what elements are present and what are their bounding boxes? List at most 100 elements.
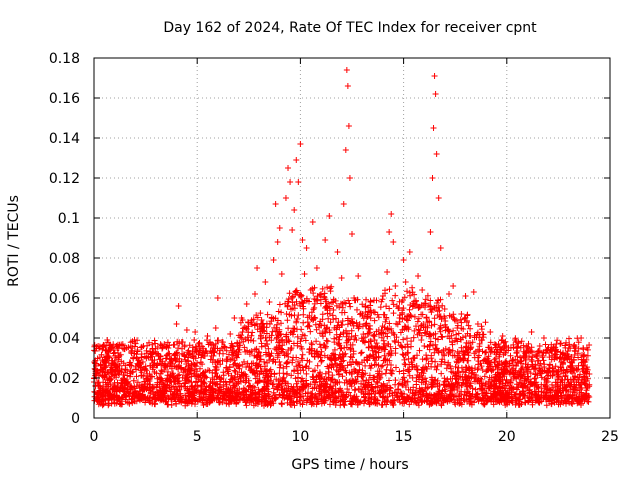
data-point: [330, 307, 337, 313]
data-point: [173, 321, 180, 327]
data-point: [124, 367, 131, 373]
data-point: [479, 337, 486, 343]
data-point: [432, 91, 439, 97]
data-point: [301, 271, 308, 277]
data-point: [212, 325, 219, 331]
data-point: [274, 239, 281, 245]
data-point: [549, 347, 556, 353]
data-point: [528, 329, 535, 335]
data-point: [402, 279, 409, 285]
data-point: [396, 315, 403, 321]
chart-title: Day 162 of 2024, Rate Of TEC Index for r…: [163, 20, 537, 36]
data-point: [406, 249, 413, 255]
data-point: [247, 337, 254, 343]
y-axis-label: ROTI / TECUs: [6, 195, 22, 287]
data-point: [470, 289, 477, 295]
data-point: [282, 195, 289, 201]
data-point: [553, 341, 560, 347]
data-point: [192, 329, 199, 335]
data-point: [410, 303, 417, 309]
data-point: [258, 325, 265, 331]
data-point: [367, 299, 374, 305]
data-point: [540, 335, 547, 341]
data-point: [313, 265, 320, 271]
data-point: [105, 353, 112, 359]
data-point: [345, 123, 352, 129]
x-tick-label: 10: [291, 429, 309, 445]
dense-point-cloud: [91, 283, 593, 409]
data-point: [175, 303, 182, 309]
data-point: [584, 383, 591, 389]
data-point: [524, 345, 531, 351]
data-point: [384, 269, 391, 275]
data-point: [483, 349, 490, 355]
x-tick-label: 20: [498, 429, 516, 445]
data-point: [536, 349, 543, 355]
data-point: [303, 245, 310, 251]
x-tick-label: 5: [193, 429, 202, 445]
data-point: [322, 237, 329, 243]
data-point: [95, 343, 102, 349]
data-point: [499, 333, 506, 339]
data-point: [188, 367, 195, 373]
data-point: [165, 345, 172, 351]
data-point: [520, 353, 527, 359]
data-point: [495, 341, 502, 347]
data-point: [157, 387, 164, 393]
y-tick-label: 0: [71, 411, 80, 427]
data-point: [239, 317, 246, 323]
data-point: [557, 379, 564, 385]
data-point: [318, 291, 325, 297]
data-point: [454, 325, 461, 331]
y-tick-label: 0.02: [49, 371, 80, 387]
data-point: [285, 165, 292, 171]
data-point: [270, 257, 277, 263]
data-point: [532, 365, 539, 371]
data-point: [561, 355, 568, 361]
x-tick-label: 15: [395, 429, 413, 445]
data-point: [349, 231, 355, 237]
x-tick-label: 25: [601, 429, 619, 445]
data-point: [214, 295, 221, 301]
data-point: [289, 227, 296, 233]
data-point: [297, 141, 304, 147]
data-point: [343, 67, 350, 73]
data-point: [487, 329, 494, 335]
data-point: [262, 279, 269, 285]
data-point: [371, 337, 378, 343]
data-point: [152, 351, 159, 357]
data-point: [140, 343, 147, 349]
data-point: [115, 345, 122, 351]
data-point: [340, 201, 347, 207]
data-point: [435, 195, 442, 201]
data-point: [582, 359, 589, 365]
data-point: [299, 237, 306, 243]
data-point: [278, 271, 285, 277]
axis-ticks: 0 5 10 15 20 25 0 0.02 0.04 0.06 0.08 0.1 0.12 0.14 0.…: [49, 51, 619, 445]
data-point: [359, 311, 366, 317]
x-axis-label: GPS time / hours: [291, 457, 408, 473]
data-point: [183, 327, 190, 333]
data-point: [565, 345, 572, 351]
data-point: [351, 295, 358, 301]
data-point: [101, 373, 108, 379]
data-point: [446, 291, 453, 297]
data-point: [276, 225, 283, 231]
data-point: [295, 179, 302, 185]
y-tick-label: 0.14: [49, 131, 80, 147]
data-point: [251, 291, 258, 297]
data-point: [200, 379, 207, 385]
data-point: [450, 283, 457, 289]
data-point: [437, 245, 444, 251]
data-point: [430, 125, 437, 131]
data-point: [429, 175, 436, 181]
data-point: [128, 349, 135, 355]
data-point: [491, 359, 498, 365]
data-point: [458, 311, 465, 317]
data-point: [231, 315, 238, 321]
data-point: [272, 201, 279, 207]
data-point: [569, 389, 576, 395]
